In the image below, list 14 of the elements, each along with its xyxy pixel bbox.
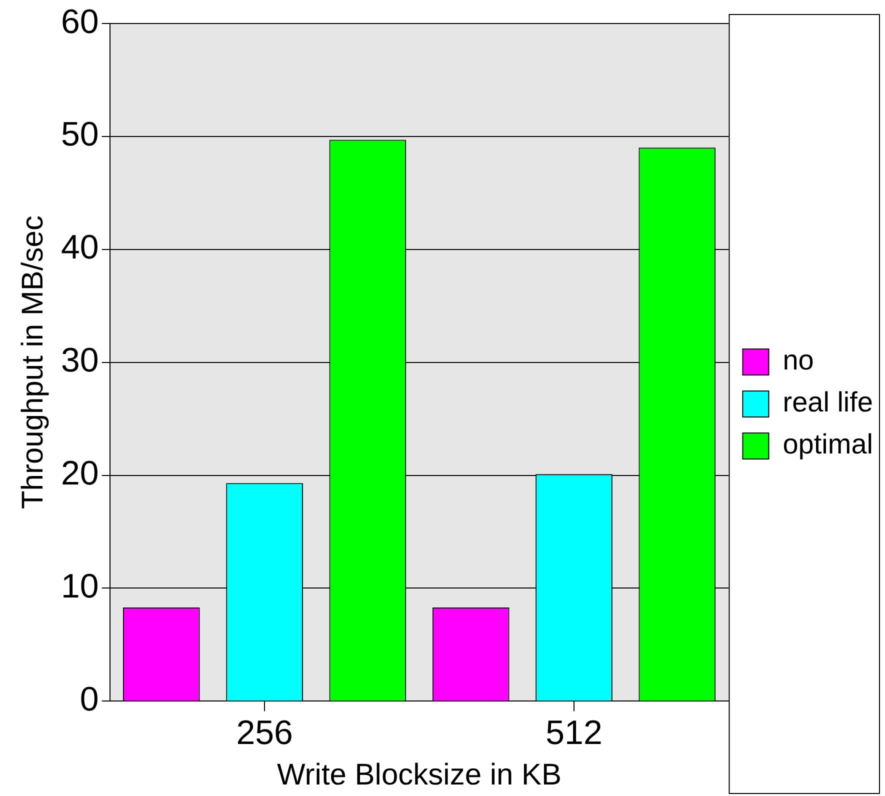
y-axis-title: Throughput in MB/sec <box>16 216 50 510</box>
y-tick-label: 30 <box>60 342 99 380</box>
y-tick-label: 50 <box>60 116 99 154</box>
y-tick-label: 60 <box>60 2 99 41</box>
x-axis-title: Write Blocksize in KB <box>277 758 562 792</box>
x-tick-label: 512 <box>546 714 602 752</box>
y-tick-label: 40 <box>60 228 99 267</box>
legend-label: no <box>782 344 814 376</box>
y-tick-label: 20 <box>60 454 99 493</box>
legend-label: optimal <box>782 428 874 460</box>
y-tick-label: 10 <box>60 568 99 606</box>
x-tick-label: 256 <box>236 714 293 752</box>
legend-label: real life <box>782 386 874 418</box>
y-tick-label: 0 <box>80 680 99 719</box>
